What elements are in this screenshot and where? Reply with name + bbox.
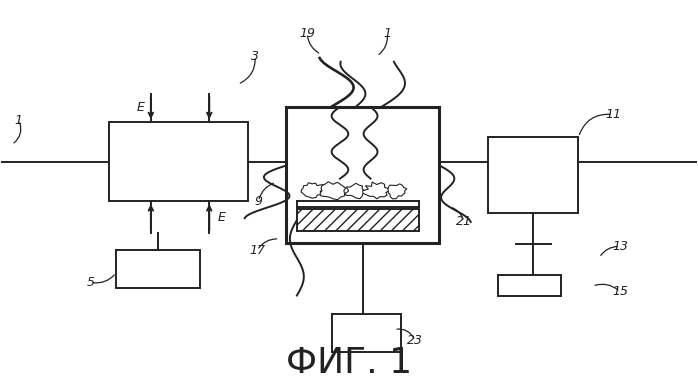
Bar bbox=[332, 315, 401, 352]
Polygon shape bbox=[345, 183, 367, 199]
Polygon shape bbox=[388, 184, 407, 199]
Text: 13: 13 bbox=[612, 240, 628, 253]
Text: 5: 5 bbox=[87, 276, 94, 289]
Text: E: E bbox=[218, 211, 225, 224]
Bar bbox=[498, 275, 561, 296]
Text: 21: 21 bbox=[456, 216, 472, 228]
Text: 19: 19 bbox=[299, 27, 315, 40]
Text: ФИГ. 1: ФИГ. 1 bbox=[286, 346, 412, 380]
Bar bbox=[488, 137, 579, 213]
Text: 1: 1 bbox=[15, 114, 23, 127]
Text: 1: 1 bbox=[383, 27, 392, 40]
Text: 3: 3 bbox=[251, 50, 259, 63]
Text: 11: 11 bbox=[605, 108, 621, 121]
Polygon shape bbox=[320, 182, 346, 200]
Text: 23: 23 bbox=[407, 334, 423, 347]
Text: E: E bbox=[137, 101, 144, 114]
Polygon shape bbox=[302, 182, 323, 198]
Text: 9: 9 bbox=[255, 195, 262, 208]
Bar bbox=[109, 122, 248, 201]
Text: 17: 17 bbox=[249, 244, 265, 257]
Bar bbox=[286, 107, 439, 243]
Bar bbox=[297, 209, 419, 231]
Text: 15: 15 bbox=[612, 285, 628, 298]
Polygon shape bbox=[363, 182, 390, 199]
Bar bbox=[116, 250, 200, 288]
